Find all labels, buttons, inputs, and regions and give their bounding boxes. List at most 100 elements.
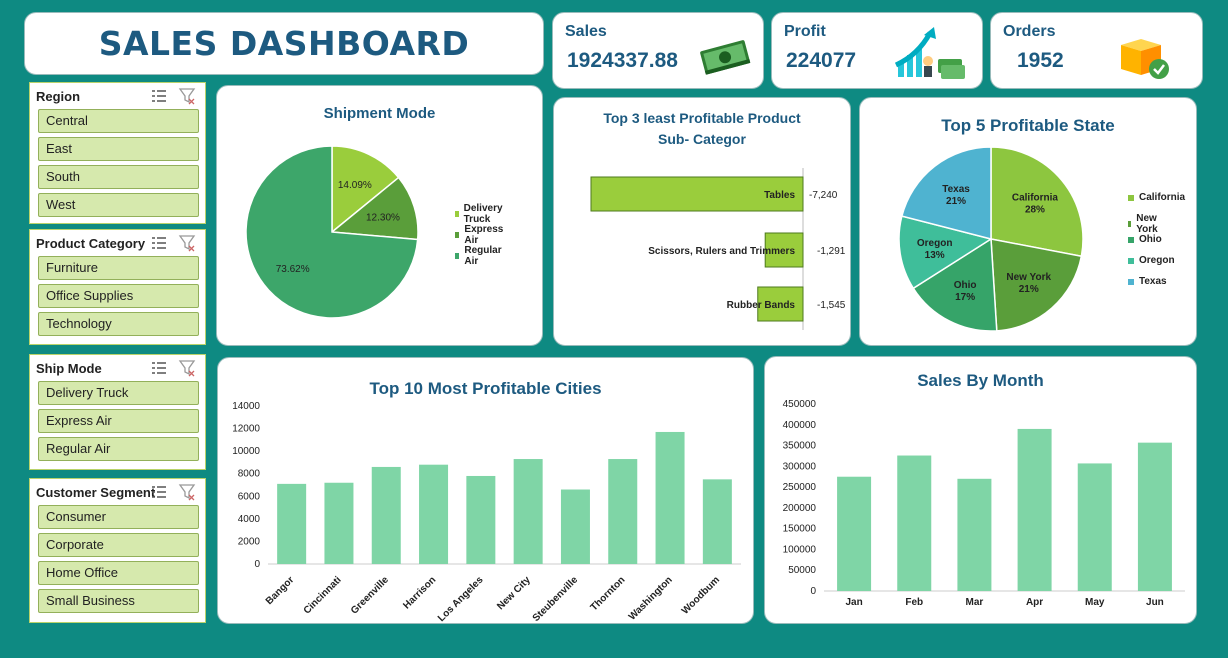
orders-value: 1952 [1017,49,1064,72]
pie-slice-express-air [330,176,419,241]
legend-swatch [1128,236,1134,243]
shipment-mode-title: Shipment Mode [323,105,436,122]
clear-filter-icon[interactable] [178,87,196,105]
sales-by-month-bar-chart: 450000 400000 350000 300000 250000 200000 1500… [783,399,1185,608]
legend-label: Regular Air [464,245,502,267]
multi-select-icon[interactable] [150,87,168,105]
legend-item-new-york: New York [1128,213,1160,235]
legend-swatch [455,211,459,217]
bar-tables [590,176,804,212]
pie-value-label: 12.30% [366,212,400,223]
clear-filter-icon[interactable] [178,234,196,252]
x-tick-label: New City [495,574,533,612]
sales-by-month-chart-card: Sales By Month 450000 400000 350000 300000 2… [764,356,1197,624]
slicer-item-central[interactable]: Central [38,109,199,133]
top-states-title: Top 5 Profitable State [941,116,1115,135]
top-states-chart-card: Top 5 Profitable State California 28% New … [859,97,1197,346]
slicer-item-west[interactable]: West [38,193,199,217]
legend-label: California [1139,192,1186,203]
slicer-item-regular-air[interactable]: Regular Air [38,437,199,461]
multi-select-icon[interactable] [150,359,168,377]
legend-label: Express Air [464,224,504,246]
legend-item-regular-air: Regular Air [455,245,503,267]
pie-value-label: 21% [946,196,966,207]
pie-slice-delivery-truck [331,145,400,234]
clear-filter-icon[interactable] [178,483,196,501]
orders-label: Orders [1003,23,1056,40]
bar-feb [897,455,932,591]
customer-segment-slicer: Customer Segment Consumer Corporate Home… [29,478,206,623]
y-tick-label: 300000 [783,461,817,472]
x-tick-label: Mar [966,597,984,608]
clear-filter-icon[interactable] [178,359,196,377]
y-tick-label: 0 [254,559,260,570]
y-tick-label: 0 [810,586,816,597]
bar-bangor [277,483,307,564]
pie-value-label: 73.62% [276,264,310,275]
y-tick-label: 6000 [238,491,261,502]
slicer-item-furniture[interactable]: Furniture [38,256,199,280]
x-tick-label: May [1085,597,1105,608]
x-tick-label: Woodbum [680,575,722,617]
slicer-item-small-business[interactable]: Small Business [38,589,199,613]
slicer-item-delivery-truck[interactable]: Delivery Truck [38,381,199,405]
legend-item-california: California [1128,192,1185,203]
profit-growth-icon [894,27,965,79]
legend-item-express-air: Express Air [455,224,505,246]
dashboard-title-card: SALES DASHBOARD [24,12,544,75]
slicer-item-home-office[interactable]: Home Office [38,561,199,585]
orders-kpi-card: Orders 1952 [990,12,1203,89]
bar-value-label: -1,291 [817,246,846,257]
pie-value-label: 28% [1025,205,1045,216]
pie-slice-label: Ohio [954,280,977,291]
bar-woodbum [702,479,732,564]
legend-item-texas: Texas [1128,276,1167,287]
slicer-item-express-air[interactable]: Express Air [38,409,199,433]
bar-mar [957,478,992,591]
bar-rubber-bands [757,286,804,322]
bar-value-label: -7,240 [809,190,838,201]
product-category-slicer-header: Product Category [30,230,205,256]
x-tick-label: Washington [627,575,675,623]
bar-harrison [419,464,449,564]
legend-item-ohio: Ohio [1128,234,1162,245]
least-profitable-title-line1: Top 3 least Profitable Product [603,110,801,126]
y-tick-label: 350000 [783,441,817,452]
legend-swatch [455,253,460,259]
top-cities-chart-card: Top 10 Most Profitable Cities 14000 12000… [217,357,754,624]
profit-kpi-card: Profit 224077 [771,12,983,89]
money-stack-icon [700,40,751,75]
ship-mode-slicer-title: Ship Mode [36,360,102,376]
y-tick-label: 100000 [783,544,817,555]
pie-value-label: 21% [1019,284,1039,295]
bar-washington [655,431,685,564]
top-cities-title: Top 10 Most Profitable Cities [369,379,602,398]
legend-swatch [1128,257,1134,264]
y-tick-label: 4000 [238,514,261,525]
slicer-item-east[interactable]: East [38,137,199,161]
pie-slice-texas [900,146,992,240]
pie-slice-label: California [1012,193,1059,204]
sales-by-month-title: Sales By Month [917,371,1044,390]
multi-select-icon[interactable] [150,234,168,252]
sales-value: 1924337.88 [567,49,678,72]
bar-may [1077,463,1112,591]
x-tick-label: Jun [1146,597,1164,608]
bar-jun [1137,442,1172,591]
slicer-item-office-supplies[interactable]: Office Supplies [38,284,199,308]
multi-select-icon[interactable] [150,483,168,501]
slicer-item-south[interactable]: South [38,165,199,189]
legend-label: Texas [1139,276,1167,287]
y-tick-label: 14000 [232,401,260,412]
legend-item-delivery-truck: Delivery Truck [455,203,505,225]
slicer-item-corporate[interactable]: Corporate [38,533,199,557]
customer-segment-slicer-header: Customer Segment [30,479,205,505]
package-check-icon [1121,39,1169,79]
slicer-item-technology[interactable]: Technology [38,312,199,336]
x-tick-label: Los Angeles [436,574,486,623]
y-tick-label: 50000 [788,565,816,576]
slicer-item-consumer[interactable]: Consumer [38,505,199,529]
page-title: SALES DASHBOARD [98,24,470,63]
legend-label: New York [1136,213,1158,235]
bar-value-label: -1,545 [817,300,846,311]
